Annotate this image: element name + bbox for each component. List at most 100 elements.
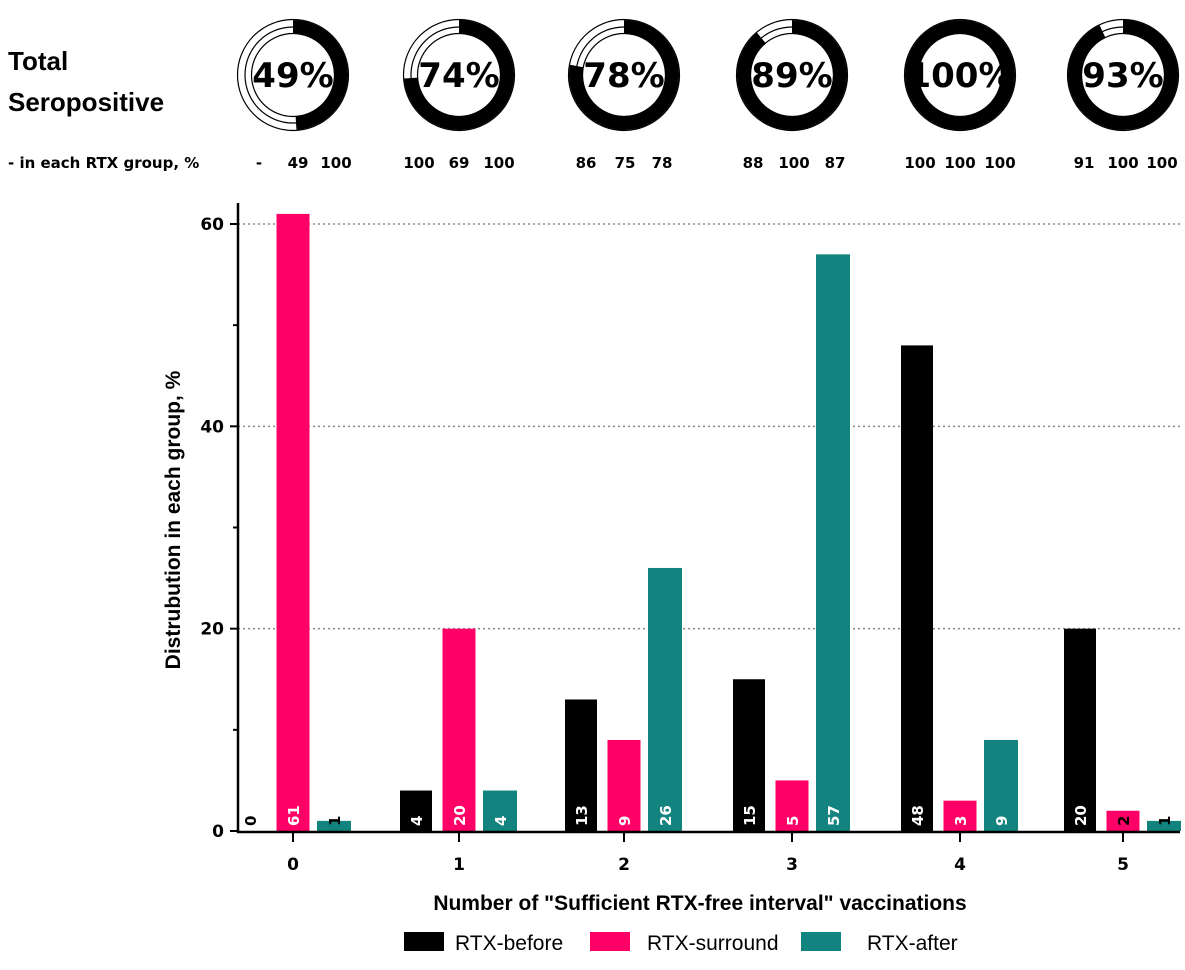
x-tick-label: 4 (954, 855, 966, 875)
group-percent-value: 100 (944, 154, 975, 172)
y-axis-ticks: 0 20 40 60 (200, 215, 238, 842)
bar-rtx-surround (276, 213, 310, 832)
bar-value-label: 4 (408, 816, 426, 826)
header-title-line1: Total (8, 46, 68, 76)
group-percent-value: 100 (320, 154, 351, 172)
donut-fill-arc (292, 20, 348, 130)
bar-value-label: 9 (993, 816, 1011, 826)
bar-rtx-surround (442, 628, 476, 831)
group-percent-value: 100 (483, 154, 514, 172)
bar-value-label: 20 (1072, 805, 1090, 826)
donut-outline (1066, 18, 1180, 132)
donut-1: 49% - 49 100 (236, 18, 352, 172)
x-tick-label: 0 (287, 855, 299, 875)
bar-value-label: 1 (1156, 816, 1174, 826)
group-percent-value: 100 (1107, 154, 1138, 172)
x-tick-label: 2 (618, 855, 630, 875)
bar-value-label: 26 (657, 805, 675, 826)
bar-value-label: 20 (451, 805, 469, 826)
chart-bars (276, 213, 1181, 832)
bar-rtx-after (816, 254, 850, 832)
bar-value-label: 2 (1115, 816, 1133, 826)
bar-value-label: 1 (326, 816, 344, 826)
bar-rtx-after (483, 790, 517, 831)
bar-rtx-before (733, 679, 765, 831)
bar-value-label: 5 (784, 816, 802, 826)
bar-rtx-after (984, 739, 1018, 831)
group-percent-value: 86 (576, 154, 597, 172)
bar-value-label: 9 (616, 816, 634, 826)
bar-rtx-before (565, 699, 597, 831)
bar-rtx-after (648, 567, 682, 831)
bar-value-label: 61 (285, 805, 303, 826)
donut-fill-arc (569, 20, 679, 130)
y-tick-label: 40 (200, 417, 224, 437)
donut-outline (735, 18, 849, 132)
group-percent-value: 100 (403, 154, 434, 172)
donut-2: 74% 100 69 100 (402, 18, 516, 172)
donut-percent-label: 49% (252, 56, 333, 96)
group-percent-label: - in each RTX group, % (8, 154, 199, 172)
donut-fill-arc (905, 20, 1015, 130)
x-tick-label: 3 (786, 855, 798, 875)
bar-value-label: 15 (741, 805, 759, 826)
header-title-line2: Seropositive (8, 87, 164, 117)
group-percent-value: 100 (904, 154, 935, 172)
donut-percent-label: 100% (907, 56, 1012, 96)
donut-percent-label: 89% (751, 56, 832, 96)
donut-percent-label: 93% (1082, 56, 1163, 96)
legend-swatch (801, 932, 841, 951)
donut-percent-label: 74% (418, 56, 499, 96)
bar-rtx-after (1147, 820, 1181, 831)
legend-label: RTX-after (867, 932, 958, 955)
group-percent-value: - (256, 154, 262, 172)
donut-5: 100% 100 100 100 (903, 18, 1017, 172)
group-percent-value: 100 (984, 154, 1015, 172)
group-percent-value: 91 (1074, 154, 1095, 172)
x-tick-label: 1 (453, 855, 465, 875)
bar-rtx-surround (607, 739, 641, 831)
bar-rtx-before (400, 790, 432, 831)
bar-rtx-surround (943, 800, 977, 831)
donut-3: 78% 86 75 78 (567, 18, 681, 172)
group-percent-value: 100 (1146, 154, 1177, 172)
donut-6: 93% 91 100 100 (1066, 18, 1180, 172)
legend-swatch (404, 932, 444, 951)
chart-legend: RTX-before RTX-surround RTX-after (404, 932, 958, 955)
group-percent-value: 88 (743, 154, 764, 172)
y-tick-label: 20 (200, 620, 224, 640)
x-tick-label: 5 (1117, 855, 1129, 875)
legend-label: RTX-surround (647, 932, 779, 955)
legend-label: RTX-before (455, 932, 563, 955)
bar-rtx-surround (1106, 810, 1140, 831)
bar-value-label: 13 (573, 805, 591, 826)
group-percent-value: 69 (449, 154, 470, 172)
bar-rtx-surround (775, 780, 809, 831)
donut-outline (236, 18, 350, 132)
y-tick-label: 0 (212, 822, 224, 842)
donut-outline (567, 18, 681, 132)
donut-fill-arc (1068, 20, 1178, 130)
y-axis-title: Distrubution in each group, % (162, 370, 185, 669)
bar-value-label: 4 (492, 816, 510, 826)
bar-rtx-before (901, 345, 933, 831)
seropositive-donuts: 49% - 49 100 74% 100 69 100 78% 86 75 78 89% 88 100 87 1… (236, 18, 1180, 172)
donut-outline (402, 18, 516, 132)
group-percent-value: 78 (652, 154, 673, 172)
bar-value-label: 0 (242, 816, 260, 826)
bar-value-label: 57 (825, 805, 843, 826)
group-percent-value: 49 (288, 154, 309, 172)
group-percent-value: 87 (825, 154, 846, 172)
group-percent-value: 75 (615, 154, 636, 172)
bar-value-label: 3 (952, 816, 970, 826)
bar-rtx-before (1064, 628, 1096, 831)
donut-4: 89% 88 100 87 (735, 18, 849, 172)
x-axis-ticks: 0 1 2 3 4 5 (287, 832, 1129, 875)
donut-fill-arc (404, 20, 514, 130)
donut-outline (903, 18, 1017, 132)
chart-gridlines (238, 223, 1180, 630)
y-tick-label: 60 (200, 215, 224, 235)
bar-value-label: 48 (909, 805, 927, 826)
